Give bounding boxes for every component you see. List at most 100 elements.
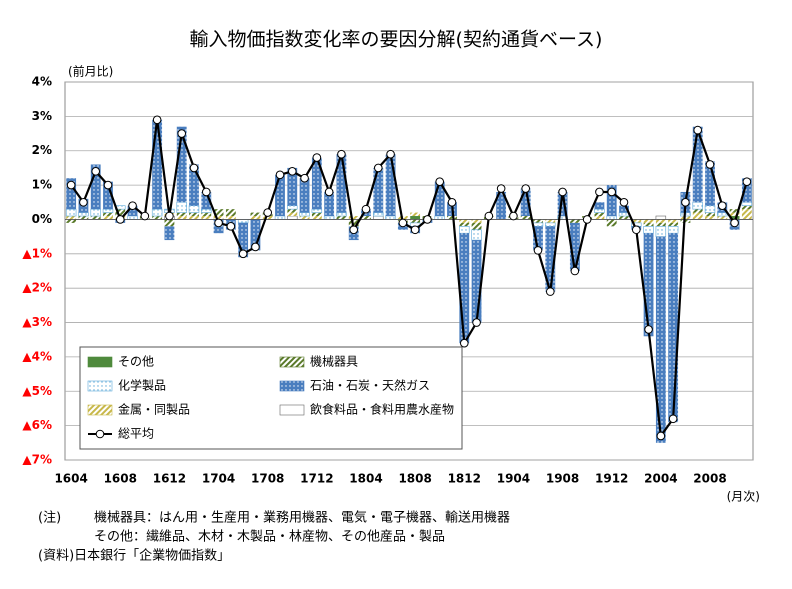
line-marker [103, 180, 113, 190]
bar-segment [201, 212, 212, 217]
legend-swatch [87, 380, 113, 392]
line-marker [152, 115, 162, 125]
note: (資料)日本銀行「企業物価指数」 [38, 548, 230, 564]
bar-segment [152, 119, 163, 210]
bar-segment [668, 219, 679, 223]
line-marker [251, 242, 260, 252]
bar-segment [692, 201, 703, 210]
bar-segment [189, 212, 199, 217]
chart-title: 輸入物価指数変化率の要因分解(契約通貨ベース) [190, 29, 603, 51]
legend [79, 346, 463, 450]
legend-swatch [279, 404, 305, 416]
bar-segment [606, 215, 617, 220]
bar-segment [520, 216, 531, 220]
bar-segment [618, 212, 630, 217]
legend-swatch [279, 356, 305, 368]
line-marker [730, 218, 739, 228]
note: 機械器具：はん用・生産用・業務用機器、電気・電子機器、輸送用機器 [94, 510, 510, 526]
bar-segment [311, 208, 323, 213]
line-marker [189, 163, 199, 173]
y-tick-label: ▲1% [22, 246, 52, 260]
legend-label: その他 [118, 355, 154, 369]
bar-segment [299, 212, 310, 217]
bar-segment [65, 208, 77, 217]
line-marker [115, 215, 125, 224]
bar-segment [78, 212, 89, 217]
bar-segment [176, 201, 187, 213]
bar-segment [619, 205, 629, 213]
bar-segment [250, 212, 261, 217]
legend-label: 石油・石炭・天然ガス [310, 378, 430, 393]
line-marker [140, 211, 150, 221]
bar-segment [594, 216, 605, 220]
bar-segment [447, 216, 457, 220]
bar-segment [631, 219, 642, 223]
bar-segment [496, 191, 507, 220]
bar-segment [238, 222, 249, 258]
bar-segment [459, 233, 470, 344]
line-marker [410, 225, 420, 235]
bar-segment [643, 219, 654, 223]
bar-segment [643, 226, 654, 234]
bar-segment [459, 222, 470, 227]
bar-segment [606, 185, 617, 217]
line-marker [398, 218, 408, 228]
x-tick-label: 1704 [202, 472, 235, 486]
line-marker [595, 187, 604, 197]
bar-segment [668, 233, 679, 423]
line-marker [484, 211, 494, 221]
y-axis-label: (前月比) [68, 64, 113, 79]
bar-segment [90, 208, 101, 217]
bar-segment [741, 209, 752, 220]
bar-segment [127, 215, 138, 220]
x-tick-label: 1708 [251, 472, 284, 486]
x-tick-label: 1804 [349, 472, 382, 486]
y-tick-label: ▲6% [22, 418, 52, 432]
bar-segment [213, 209, 224, 217]
line-marker [177, 129, 187, 138]
bar-segment [434, 181, 445, 217]
x-tick-label: 1908 [546, 472, 579, 486]
bar-segment [606, 219, 617, 227]
bar-segment [275, 174, 285, 217]
bar-segment [287, 212, 298, 217]
legend-swatch [87, 404, 113, 416]
bar-segment [705, 212, 715, 217]
bar-segment [741, 205, 752, 210]
line-marker [668, 414, 678, 424]
line-marker [631, 225, 641, 235]
bar-segment [323, 215, 335, 220]
bar-segment [66, 219, 77, 223]
line-marker [263, 208, 273, 217]
bar-segment [90, 216, 101, 220]
bar-segment [348, 219, 359, 227]
y-tick-label: ▲5% [22, 384, 52, 398]
x-axis-label: (月次) [727, 490, 760, 504]
bar-segment [655, 215, 667, 220]
bar-segment [385, 215, 396, 220]
bar-segment [655, 236, 666, 443]
bar-segment [213, 216, 224, 220]
bar-segment [90, 164, 101, 210]
x-tick-label: 1608 [104, 472, 137, 486]
line-marker [275, 170, 285, 180]
bar-segment [385, 154, 396, 217]
line-marker [128, 201, 137, 211]
line-marker [521, 184, 531, 193]
bar-segment [704, 205, 716, 213]
bar-segment [655, 226, 667, 237]
x-tick-label: 1808 [398, 472, 431, 486]
line-marker [533, 246, 543, 255]
line-marker [226, 222, 236, 231]
bar-segment [705, 161, 715, 206]
bar-segment [459, 219, 470, 223]
bar-segment [729, 212, 740, 217]
line-marker [373, 163, 383, 173]
line-marker [79, 197, 88, 207]
x-tick-label: 2008 [693, 472, 726, 486]
bar-segment [545, 222, 556, 227]
line-marker [349, 225, 359, 235]
line-marker [214, 218, 223, 228]
bar-segment [102, 208, 114, 213]
note: (注) [38, 511, 61, 526]
